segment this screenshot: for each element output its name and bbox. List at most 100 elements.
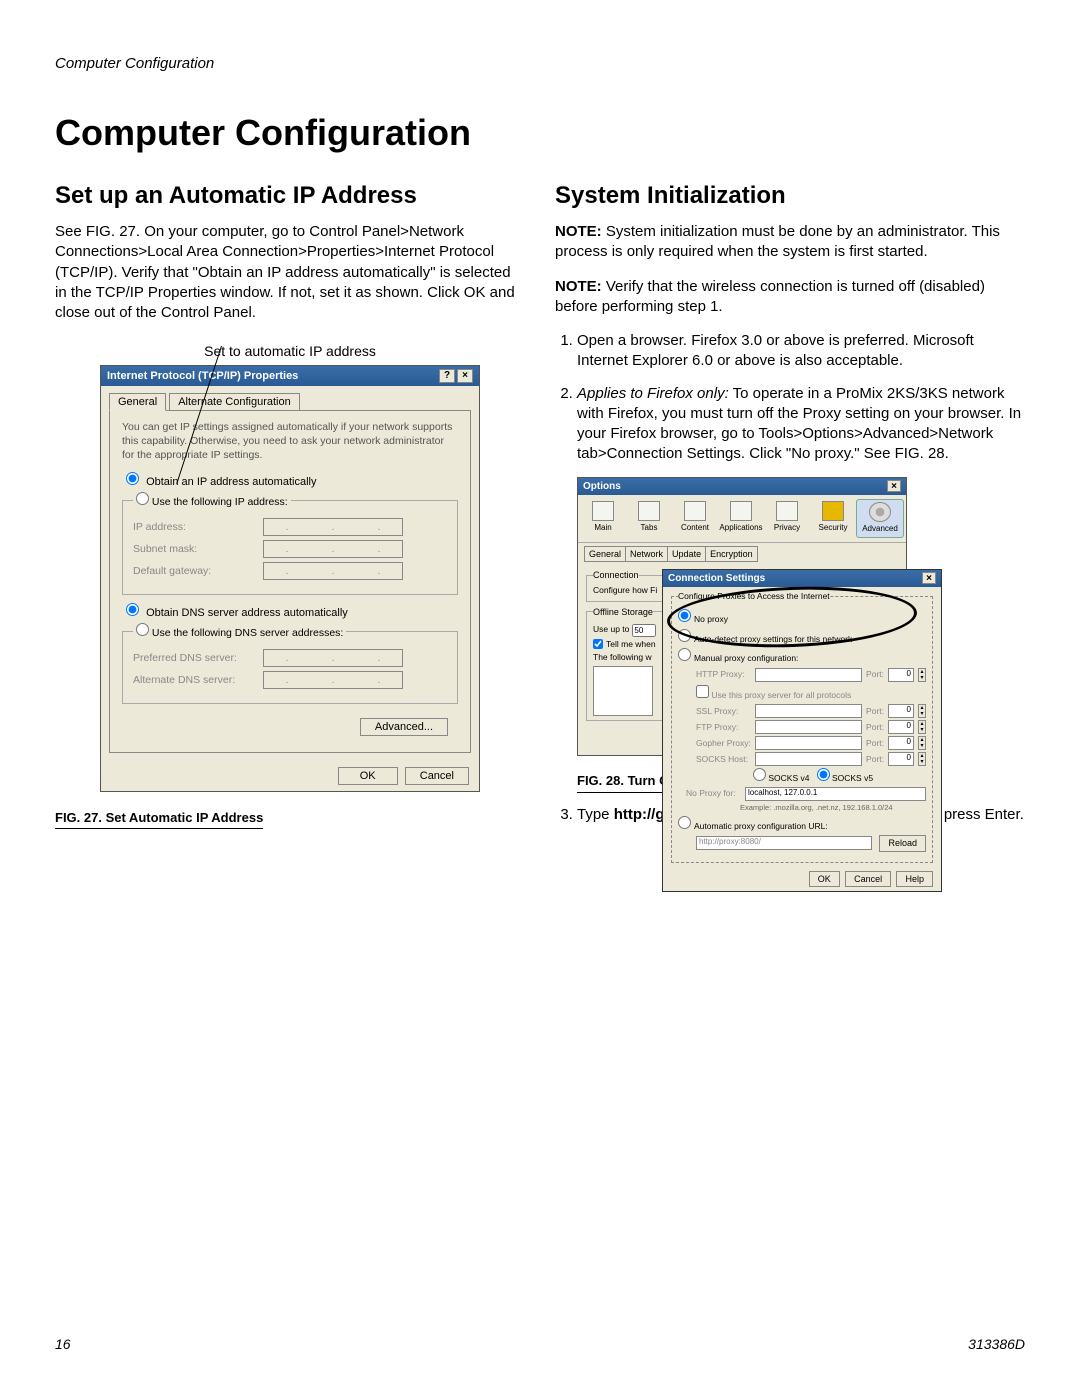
socks4-radio[interactable]: [753, 768, 766, 781]
radio-noproxy[interactable]: No proxy: [678, 609, 926, 625]
footer: 16 313386D: [55, 1336, 1025, 1352]
use-same-check[interactable]: Use this proxy server for all protocols: [696, 685, 926, 701]
spinner-icon[interactable]: ▴▾: [918, 752, 926, 766]
note1-text: System initialization must be done by an…: [555, 223, 1000, 260]
group-dns: Use the following DNS server addresses: …: [122, 623, 458, 704]
spinner-icon[interactable]: ▴▾: [918, 704, 926, 718]
radio-auto-ip[interactable]: Obtain an IP address automatically: [126, 472, 458, 488]
noproxy-for-label: No Proxy for:: [686, 788, 741, 799]
tab-alternate[interactable]: Alternate Configuration: [169, 393, 300, 411]
alt-dns-field[interactable]: ...: [263, 671, 403, 689]
spinner-icon[interactable]: ▴▾: [918, 720, 926, 734]
use-same-input[interactable]: [696, 685, 709, 698]
close-icon[interactable]: ×: [457, 369, 473, 383]
ftp-field[interactable]: [755, 720, 862, 734]
close-icon[interactable]: ×: [922, 572, 936, 584]
use-same-label: Use this proxy server for all protocols: [711, 690, 851, 700]
subtab-update[interactable]: Update: [667, 546, 706, 562]
radio-autourl-input[interactable]: [678, 816, 691, 829]
conn-cancel-button[interactable]: Cancel: [845, 871, 891, 887]
useup-field[interactable]: [632, 624, 656, 637]
radio-use-ip[interactable]: Use the following IP address:: [133, 492, 291, 508]
right-heading: System Initialization: [555, 182, 1025, 210]
advanced-button[interactable]: Advanced...: [360, 718, 448, 736]
tool-tabs[interactable]: Tabs: [626, 499, 672, 538]
tool-apps[interactable]: Applications: [718, 499, 764, 538]
conn-legend: Configure Proxies to Access the Internet: [678, 591, 830, 602]
http-port[interactable]: 0: [888, 668, 914, 682]
privacy-icon: [776, 501, 798, 521]
radio-auto-ip-input[interactable]: [126, 472, 139, 485]
ssl-field[interactable]: [755, 704, 862, 718]
tellme-check[interactable]: [593, 639, 603, 649]
spinner-icon[interactable]: ▴▾: [918, 668, 926, 682]
gopher-port-label: Port:: [866, 738, 884, 749]
socks-version: SOCKS v4 SOCKS v5: [753, 768, 926, 784]
http-field[interactable]: [755, 668, 862, 682]
gopher-field[interactable]: [755, 736, 862, 750]
radio-manual-input[interactable]: [678, 648, 691, 661]
note1-bold: NOTE:: [555, 223, 602, 240]
radio-use-dns-input[interactable]: [136, 623, 149, 636]
step2-italic: Applies to Firefox only:: [577, 385, 729, 402]
cancel-button[interactable]: Cancel: [405, 767, 469, 785]
ftp-port[interactable]: 0: [888, 720, 914, 734]
doc-number: 313386D: [968, 1336, 1025, 1352]
socks4-label: SOCKS v4: [768, 773, 809, 783]
socks-field[interactable]: [755, 752, 862, 766]
subtab-network[interactable]: Network: [625, 546, 668, 562]
tabs-icon: [638, 501, 660, 521]
ff-title: Options: [583, 480, 621, 494]
tab-general[interactable]: General: [109, 393, 166, 411]
radio-autodetect-input[interactable]: [678, 629, 691, 642]
tool-security[interactable]: Security: [810, 499, 856, 538]
ftp-label: FTP Proxy:: [696, 722, 751, 733]
figure-27: Set to automatic IP address Internet Pro…: [55, 343, 525, 829]
gopher-label: Gopher Proxy:: [696, 738, 751, 749]
socks5-radio[interactable]: [817, 768, 830, 781]
close-icon[interactable]: ×: [887, 480, 901, 492]
tool-privacy[interactable]: Privacy: [764, 499, 810, 538]
socks-port[interactable]: 0: [888, 752, 914, 766]
conn-help-button[interactable]: Help: [896, 871, 933, 887]
pref-dns-field[interactable]: ...: [263, 649, 403, 667]
radio-use-ip-input[interactable]: [136, 492, 149, 505]
subtab-encryption[interactable]: Encryption: [705, 546, 758, 562]
apps-icon: [730, 501, 752, 521]
ssl-port[interactable]: 0: [888, 704, 914, 718]
noproxy-field[interactable]: localhost, 127.0.0.1: [745, 787, 926, 801]
subtab-general[interactable]: General: [584, 546, 626, 562]
help-icon[interactable]: ?: [439, 369, 455, 383]
reload-button[interactable]: Reload: [879, 835, 926, 851]
gear-icon: [869, 502, 891, 522]
radio-auto-dns[interactable]: Obtain DNS server address automatically: [126, 603, 458, 619]
radio-autodetect[interactable]: Auto-detect proxy settings for this netw…: [678, 629, 926, 645]
radio-auto-dns-input[interactable]: [126, 603, 139, 616]
conn-ok-button[interactable]: OK: [809, 871, 840, 887]
note-1: NOTE: System initialization must be done…: [555, 222, 1025, 263]
step-1: Open a browser. Firefox 3.0 or above is …: [577, 331, 1025, 372]
pref-dns-label: Preferred DNS server:: [133, 652, 263, 664]
tool-content[interactable]: Content: [672, 499, 718, 538]
autourl-field[interactable]: http://proxy:8080/: [696, 836, 872, 850]
radio-use-dns[interactable]: Use the following DNS server addresses:: [133, 623, 346, 639]
tool-advanced[interactable]: Advanced: [856, 499, 904, 538]
spinner-icon[interactable]: ▴▾: [918, 736, 926, 750]
tool-main[interactable]: Main: [580, 499, 626, 538]
radio-auto-dns-label: Obtain DNS server address automatically: [146, 607, 348, 619]
gopher-port[interactable]: 0: [888, 736, 914, 750]
radio-autodetect-label: Auto-detect proxy settings for this netw…: [694, 634, 852, 644]
subnet-field[interactable]: ...: [263, 540, 403, 558]
note2-text: Verify that the wireless connection is t…: [555, 278, 985, 315]
ip-address-field[interactable]: ...: [263, 518, 403, 536]
tcpip-title: Internet Protocol (TCP/IP) Properties: [107, 370, 298, 382]
ff-toolbar: Main Tabs Content Applications Privacy S…: [578, 495, 906, 543]
tcpip-titlebar: Internet Protocol (TCP/IP) Properties ? …: [101, 366, 479, 386]
offline-list[interactable]: [593, 666, 653, 716]
radio-manual[interactable]: Manual proxy configuration:: [678, 648, 926, 664]
gateway-field[interactable]: ...: [263, 562, 403, 580]
radio-autourl[interactable]: Automatic proxy configuration URL:: [678, 816, 926, 832]
ok-button[interactable]: OK: [338, 767, 398, 785]
socks-port-label: Port:: [866, 754, 884, 765]
radio-noproxy-input[interactable]: [678, 609, 691, 622]
